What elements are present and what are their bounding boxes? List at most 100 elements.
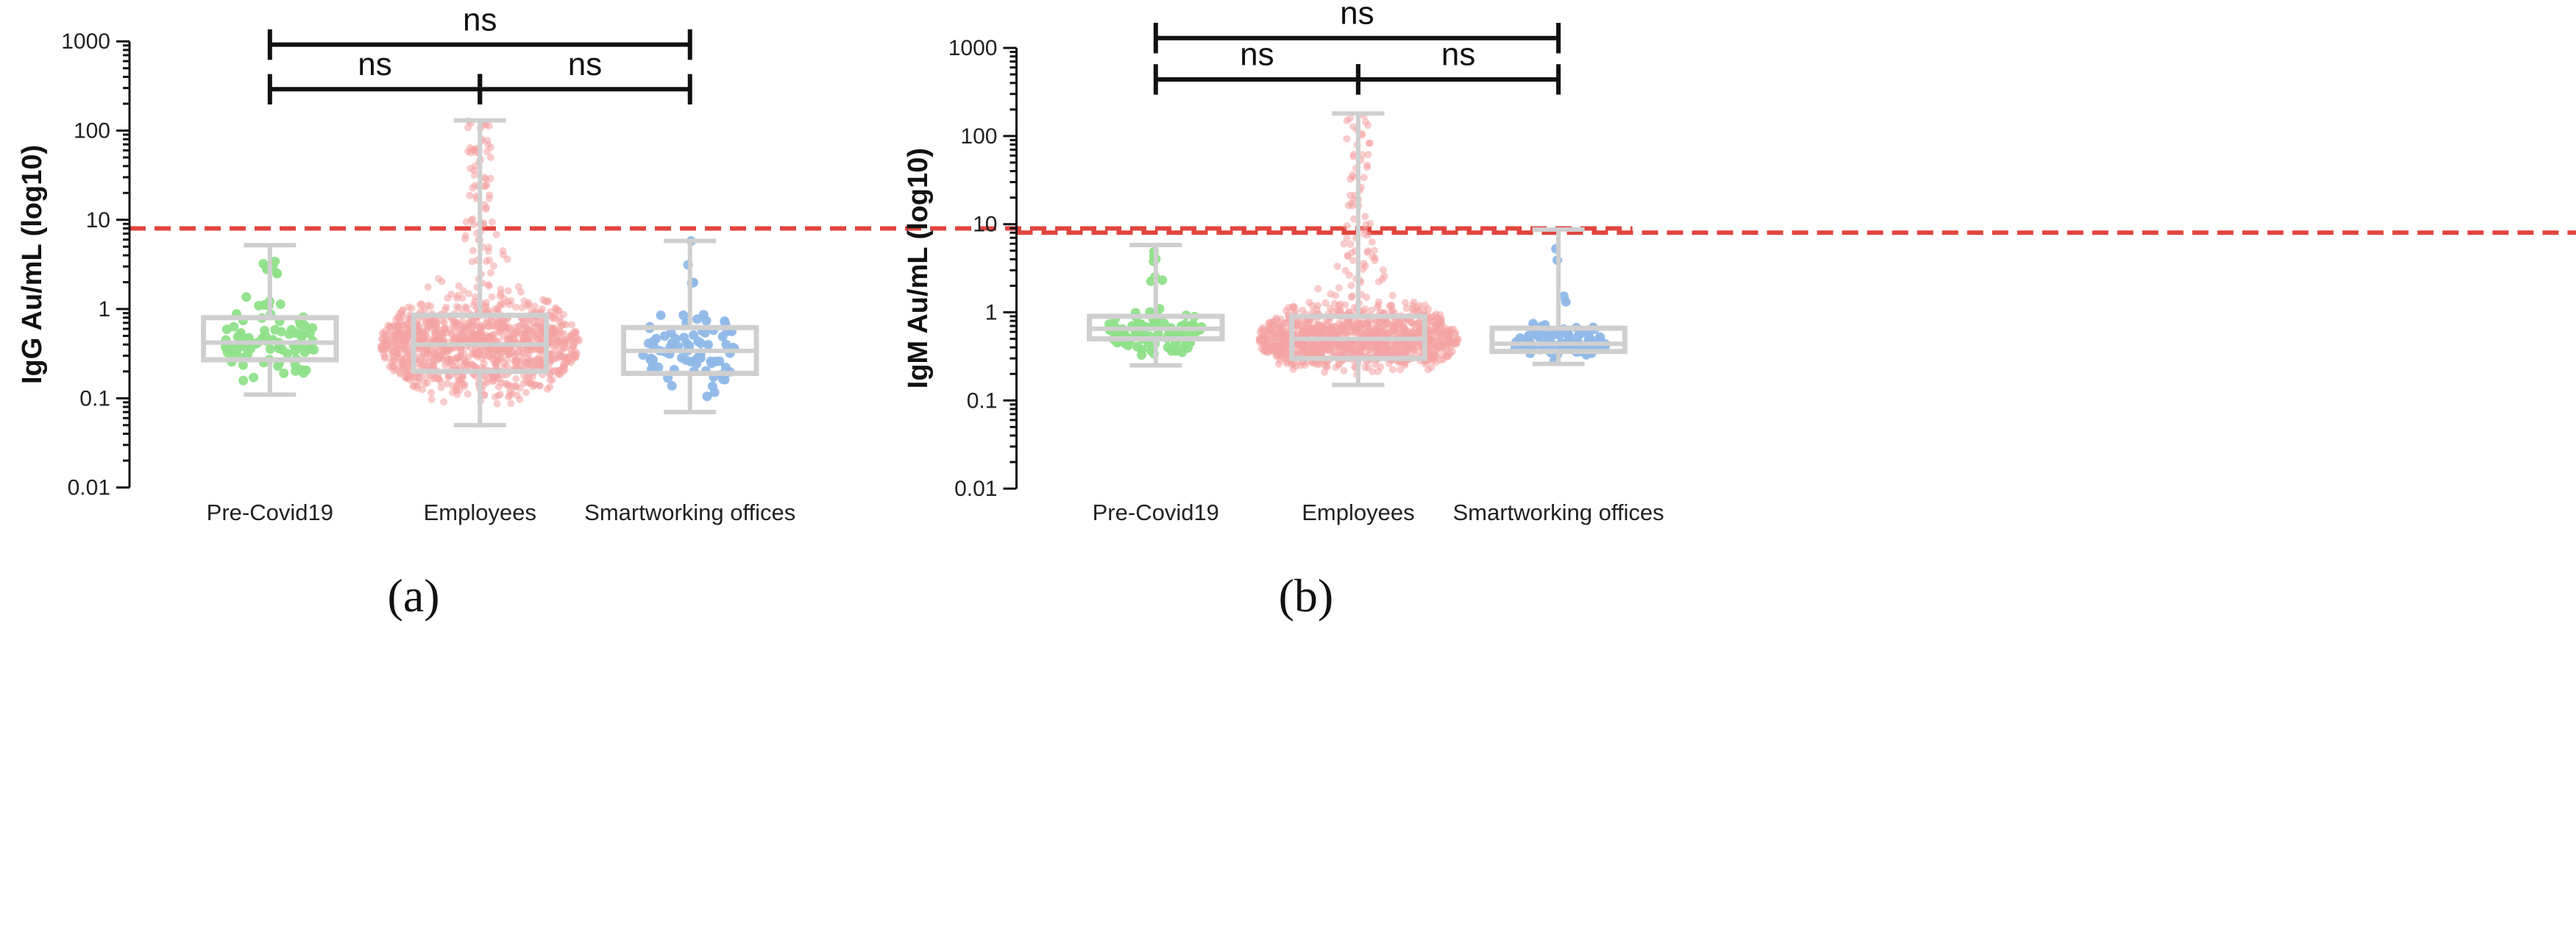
data-point (1563, 330, 1573, 340)
data-point (574, 335, 582, 344)
data-point (1342, 330, 1350, 338)
data-point (1321, 299, 1330, 307)
data-point (441, 305, 449, 313)
data-point (427, 302, 435, 310)
data-point (1436, 356, 1444, 364)
y-tick-label: 0.1 (967, 388, 998, 413)
data-point (1157, 275, 1168, 285)
data-point (550, 314, 558, 322)
data-point (1363, 328, 1371, 336)
data-point (543, 385, 551, 393)
data-point (1388, 291, 1397, 299)
data-point (471, 182, 479, 190)
data-point (1340, 366, 1348, 374)
data-point (279, 368, 289, 378)
data-point (678, 310, 689, 320)
data-point (710, 356, 720, 366)
data-point (1454, 336, 1462, 344)
data-point (1327, 325, 1335, 333)
data-point (1163, 342, 1173, 352)
data-point (1360, 174, 1368, 182)
data-point (1515, 333, 1525, 344)
data-point (499, 324, 507, 332)
data-point (536, 323, 544, 331)
chart-panel-igg: 0.01 0.1 1 10 100 1000 IgG Au/mL (log10) Pre-Co… (17, 1, 1633, 622)
data-point (1123, 341, 1133, 351)
data-point (1279, 341, 1287, 349)
data-point (1444, 327, 1452, 335)
data-point (1360, 226, 1369, 234)
data-point (478, 355, 486, 363)
data-point (1307, 329, 1316, 337)
data-point (427, 346, 435, 354)
data-point (1341, 301, 1349, 309)
data-point (1327, 290, 1335, 298)
data-point (1361, 363, 1369, 372)
data-point (1343, 222, 1351, 230)
data-point (703, 340, 714, 350)
data-point (494, 383, 503, 391)
data-point (454, 291, 462, 299)
data-point (444, 294, 452, 302)
data-point (440, 398, 448, 406)
data-point (568, 321, 576, 329)
data-point (439, 347, 447, 355)
data-point (447, 356, 455, 364)
data-point (1427, 317, 1435, 325)
data-point (443, 380, 451, 388)
data-point (1357, 324, 1365, 333)
y-tick-label: 100 (960, 124, 997, 149)
data-point (484, 141, 492, 149)
data-point (507, 296, 515, 305)
data-point (405, 372, 413, 380)
data-point (1349, 328, 1358, 336)
data-point (1380, 272, 1388, 280)
data-point (503, 355, 511, 363)
data-point (1299, 325, 1307, 333)
data-point (1326, 305, 1334, 313)
data-point (1439, 341, 1447, 349)
x-category-label: Pre-Covid19 (207, 500, 333, 525)
data-point (424, 283, 432, 291)
data-point (1333, 262, 1341, 270)
data-point (484, 247, 492, 255)
data-point (1438, 325, 1446, 333)
data-point (461, 358, 469, 366)
data-point (571, 353, 579, 361)
data-point (1257, 329, 1265, 337)
data-point (1370, 343, 1378, 351)
data-point (489, 355, 497, 363)
significance-label: ns (463, 1, 497, 38)
data-point (1341, 266, 1349, 274)
data-point (1403, 327, 1411, 335)
data-point (1371, 360, 1379, 369)
data-point (260, 331, 271, 341)
data-point (647, 355, 658, 365)
data-point (470, 166, 478, 174)
significance-bracket (267, 29, 692, 60)
data-point (1349, 256, 1357, 264)
data-point (1289, 365, 1297, 373)
data-point (392, 323, 400, 331)
data-point (409, 383, 417, 391)
data-point (1289, 302, 1297, 310)
significance-label: ns (358, 46, 391, 82)
data-point (721, 339, 731, 349)
significance-label: ns (1340, 0, 1374, 32)
data-point (441, 361, 449, 369)
data-point (1376, 319, 1384, 327)
data-point (1358, 151, 1366, 159)
y-tick-label: 0.1 (79, 386, 110, 411)
data-point (512, 374, 520, 383)
data-point (1374, 277, 1383, 285)
data-point (691, 355, 701, 365)
data-point (648, 336, 659, 347)
significance-bracket (478, 74, 692, 104)
data-point (522, 388, 531, 397)
data-point (1364, 121, 1372, 129)
data-point (1137, 344, 1147, 355)
data-point (1436, 332, 1444, 340)
data-point (1414, 319, 1422, 327)
data-point (422, 374, 430, 383)
data-point (386, 363, 394, 371)
